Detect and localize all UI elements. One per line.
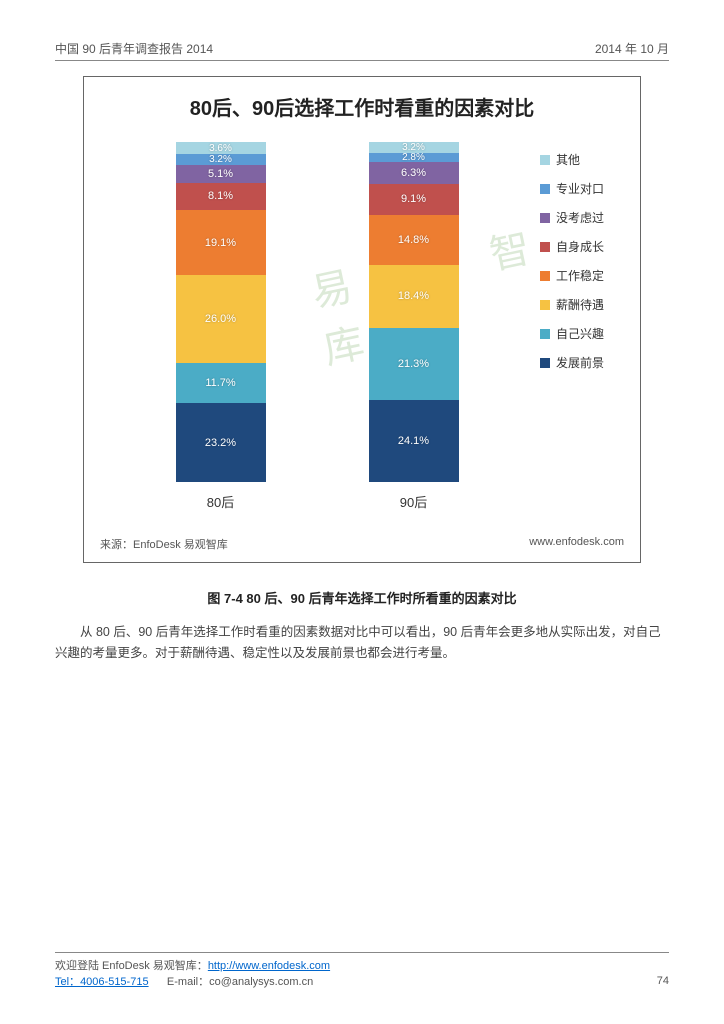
- page-header: 中国 90 后青年调查报告 2014 2014 年 10 月: [55, 40, 669, 61]
- segment-label: 9.1%: [401, 193, 426, 205]
- legend-label: 自己兴趣: [556, 325, 604, 342]
- header-left: 中国 90 后青年调查报告 2014: [55, 40, 213, 57]
- body-paragraph: 从 80 后、90 后青年选择工作时看重的因素数据对比中可以看出，90 后青年会…: [55, 622, 669, 665]
- legend-swatch: [540, 329, 550, 339]
- footer-line-1: 欢迎登陆 EnfoDesk 易观智库：http://www.enfodesk.c…: [55, 957, 669, 973]
- chart-source-left: 来源：EnfoDesk 易观智库: [100, 536, 228, 552]
- footer-email: co@analysys.com.cn: [209, 976, 313, 988]
- legend-item: 其他: [540, 151, 630, 168]
- bar-column: 24.1% 21.3% 18.4% 14.8% 9.1% 6.3% 2.8%3.2% 90后: [369, 142, 459, 511]
- segment-label: 8.1%: [208, 190, 233, 202]
- segment-label: 14.8%: [398, 234, 429, 246]
- legend-swatch: [540, 184, 550, 194]
- legend-item: 工作稳定: [540, 267, 630, 284]
- bar-category-label: 90后: [400, 492, 427, 511]
- chart-footer: 来源：EnfoDesk 易观智库 www.enfodesk.com: [94, 536, 630, 552]
- legend-label: 没考虑过: [556, 209, 604, 226]
- footer-pretext: 欢迎登陆 EnfoDesk 易观智库：: [55, 960, 208, 972]
- legend-label: 自身成长: [556, 238, 604, 255]
- bar-segment: 5.1%: [176, 165, 266, 182]
- bar-segment: 8.1%: [176, 183, 266, 211]
- legend-item: 专业对口: [540, 180, 630, 197]
- bar-segment: 3.6%: [176, 142, 266, 154]
- footer-contact: Tel：4006-515-715 E-mail：co@analysys.com.…: [55, 973, 313, 989]
- segment-label: 24.1%: [398, 435, 429, 447]
- footer-line-2: Tel：4006-515-715 E-mail：co@analysys.com.…: [55, 973, 669, 989]
- segment-label: 3.2%: [209, 154, 232, 165]
- legend-label: 其他: [556, 151, 580, 168]
- legend-item: 自己兴趣: [540, 325, 630, 342]
- legend-label: 工作稳定: [556, 267, 604, 284]
- legend-swatch: [540, 358, 550, 368]
- page-footer: 欢迎登陆 EnfoDesk 易观智库：http://www.enfodesk.c…: [55, 952, 669, 989]
- segment-label: 21.3%: [398, 358, 429, 370]
- bar-segment: 2.8%: [369, 153, 459, 163]
- bar-segment: 3.2%: [176, 154, 266, 165]
- segment-label: 18.4%: [398, 290, 429, 302]
- segment-label: 11.7%: [205, 377, 235, 389]
- bar-segment: 9.1%: [369, 184, 459, 215]
- chart-body: 23.2%11.7%26.0%19.1%8.1%5.1%3.2%3.6%80后2…: [94, 141, 630, 511]
- legend-item: 自身成长: [540, 238, 630, 255]
- bar-segment: 19.1%: [176, 210, 266, 275]
- segment-label: 5.1%: [208, 168, 233, 180]
- figure-caption: 图 7-4 80 后、90 后青年选择工作时所看重的因素对比: [55, 588, 669, 607]
- legend-label: 发展前景: [556, 354, 604, 371]
- chart-source-right: www.enfodesk.com: [529, 536, 624, 552]
- chart-container: 易 观 智 库 80后、90后选择工作时看重的因素对比 23.2%11.7%26…: [83, 76, 641, 563]
- bar-segment: 14.8%: [369, 215, 459, 265]
- legend-swatch: [540, 300, 550, 310]
- bar-category-label: 80后: [207, 492, 234, 511]
- legend-item: 没考虑过: [540, 209, 630, 226]
- bar-column: 23.2% 11.7% 26.0% 19.1% 8.1% 5.1% 3.2%3.6% 80后: [176, 142, 266, 511]
- footer-email-label: E-mail：: [167, 976, 209, 988]
- segment-label: 2.8%: [402, 152, 425, 163]
- bar-segment: 21.3%: [369, 328, 459, 400]
- segment-label: 19.1%: [205, 237, 236, 249]
- segment-label: 3.6%: [209, 143, 232, 154]
- page: 中国 90 后青年调查报告 2014 2014 年 10 月 易 观 智 库 8…: [0, 0, 724, 1024]
- bar-segment: 6.3%: [369, 162, 459, 183]
- legend-item: 薪酬待遇: [540, 296, 630, 313]
- bar-segment: 23.2%: [176, 403, 266, 482]
- legend-label: 专业对口: [556, 180, 604, 197]
- segment-label: 3.2%: [402, 142, 425, 153]
- bars-area: 23.2%11.7%26.0%19.1%8.1%5.1%3.2%3.6%80后2…: [94, 141, 540, 511]
- segment-label: 26.0%: [205, 313, 236, 325]
- stacked-bar: 23.2% 11.7% 26.0% 19.1% 8.1% 5.1% 3.2%3.6%: [176, 142, 266, 482]
- legend-swatch: [540, 242, 550, 252]
- bar-segment: 11.7%: [176, 363, 266, 403]
- stacked-bar: 24.1% 21.3% 18.4% 14.8% 9.1% 6.3% 2.8%3.2%: [369, 142, 459, 482]
- segment-label: 23.2%: [205, 437, 236, 449]
- chart-title: 80后、90后选择工作时看重的因素对比: [94, 92, 630, 121]
- header-right: 2014 年 10 月: [595, 40, 669, 57]
- page-number: 74: [657, 975, 669, 987]
- bar-segment: 24.1%: [369, 400, 459, 482]
- footer-tel[interactable]: Tel：4006-515-715: [55, 976, 149, 988]
- segment-label: 6.3%: [401, 167, 426, 179]
- legend-swatch: [540, 271, 550, 281]
- legend-swatch: [540, 213, 550, 223]
- footer-link[interactable]: http://www.enfodesk.com: [208, 960, 330, 972]
- legend-label: 薪酬待遇: [556, 296, 604, 313]
- legend-item: 发展前景: [540, 354, 630, 371]
- bar-segment: 26.0%: [176, 275, 266, 363]
- bar-segment: 3.2%: [369, 142, 459, 153]
- legend: 其他专业对口没考虑过自身成长工作稳定薪酬待遇自己兴趣发展前景: [540, 141, 630, 383]
- bar-segment: 18.4%: [369, 265, 459, 328]
- legend-swatch: [540, 155, 550, 165]
